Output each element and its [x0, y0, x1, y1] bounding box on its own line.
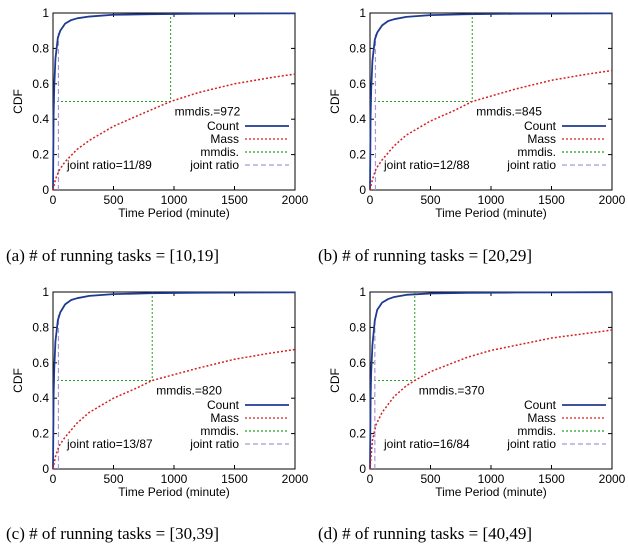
- y-tick-label: 0: [42, 183, 49, 197]
- legend-label-3: joint ratio: [189, 158, 239, 172]
- mmdis-annotation: mmdis.=845: [476, 105, 542, 119]
- x-tick-label: 1000: [478, 472, 505, 486]
- joint-ratio-annotation: joint ratio=11/89: [66, 158, 152, 172]
- x-tick-label: 1500: [221, 193, 248, 207]
- legend-label-2: mmdis.: [200, 145, 239, 159]
- y-tick-label: 0.4: [349, 391, 366, 405]
- y-axis-label: CDF: [328, 89, 342, 114]
- series-line-count: [369, 12, 613, 191]
- y-tick-label: 0: [359, 462, 366, 476]
- x-tick-label: 0: [367, 193, 374, 207]
- series-line-count: [52, 12, 296, 191]
- legend-label-1: Mass: [210, 132, 239, 146]
- mmdis-annotation: mmdis.=972: [175, 105, 241, 119]
- legend-label-0: Count: [524, 119, 557, 133]
- joint-ratio-annotation: joint ratio=12/88: [383, 158, 470, 172]
- y-tick-label: 0.6: [32, 77, 49, 91]
- y-tick-label: 0.2: [349, 148, 366, 162]
- x-tick-label: 2000: [282, 193, 309, 207]
- chart-panel-b: 0 0.2 0.4 0.6 0.8 1 0 500 1000 1500 2000 Time Perio…: [328, 6, 626, 220]
- y-axis-label: CDF: [11, 89, 25, 114]
- legend-label-1: Mass: [527, 132, 556, 146]
- y-tick-label: 0: [42, 462, 49, 476]
- y-tick-label: 1: [359, 6, 366, 20]
- chart-panel-c: 0 0.2 0.4 0.6 0.8 1 0 500 1000 1500 2000 Time Perio…: [11, 285, 309, 499]
- legend-label-2: mmdis.: [517, 424, 556, 438]
- x-axis-label: Time Period (minute): [435, 485, 547, 499]
- x-axis-label: Time Period (minute): [118, 206, 230, 220]
- y-axis-label: CDF: [11, 368, 25, 393]
- legend-label-2: mmdis.: [200, 424, 239, 438]
- y-tick-label: 0.6: [32, 356, 49, 370]
- legend-label-0: Count: [524, 398, 557, 412]
- x-tick-label: 2000: [599, 193, 626, 207]
- caption-a: (a) # of running tasks = [10,19]: [6, 246, 220, 265]
- caption-c: (c) # of running tasks = [30,39]: [6, 524, 220, 543]
- legend-label-0: Count: [207, 398, 240, 412]
- y-tick-label: 0.6: [349, 356, 366, 370]
- x-tick-label: 1000: [161, 472, 188, 486]
- chart-panel-a: 0 0.2 0.4 0.6 0.8 1 0 500 1000 1500 2000 Time Perio…: [11, 6, 309, 220]
- joint-ratio-annotation: joint ratio=16/84: [383, 437, 470, 451]
- y-tick-label: 0.8: [32, 320, 49, 334]
- mmdis-annotation: mmdis.=820: [156, 384, 222, 398]
- x-tick-label: 0: [367, 472, 374, 486]
- y-tick-label: 0.6: [349, 77, 366, 91]
- x-axis-label: Time Period (minute): [435, 206, 547, 220]
- legend-label-1: Mass: [210, 411, 239, 425]
- x-tick-label: 1500: [538, 472, 565, 486]
- joint-ratio-annotation: joint ratio=13/87: [66, 437, 153, 451]
- y-tick-label: 1: [42, 285, 49, 299]
- y-tick-label: 0.2: [349, 427, 366, 441]
- series-line-count: [369, 291, 613, 470]
- y-tick-label: 0.4: [32, 391, 49, 405]
- y-tick-label: 0: [359, 183, 366, 197]
- x-tick-label: 1000: [161, 193, 188, 207]
- x-tick-label: 500: [420, 193, 440, 207]
- chart-panel-d: 0 0.2 0.4 0.6 0.8 1 0 500 1000 1500 2000 Time Perio…: [328, 285, 626, 499]
- legend-label-3: joint ratio: [506, 158, 556, 172]
- x-tick-label: 0: [50, 193, 57, 207]
- x-tick-label: 2000: [599, 472, 626, 486]
- series-line-mass: [369, 329, 613, 470]
- y-tick-label: 0.2: [32, 148, 49, 162]
- y-tick-label: 0.4: [349, 112, 366, 126]
- x-tick-label: 500: [103, 472, 123, 486]
- legend-label-3: joint ratio: [506, 437, 556, 451]
- caption-b: (b) # of running tasks = [20,29]: [318, 246, 533, 265]
- y-axis-label: CDF: [328, 368, 342, 393]
- series-line-mass: [369, 69, 613, 191]
- x-axis-label: Time Period (minute): [118, 485, 230, 499]
- legend-label-3: joint ratio: [189, 437, 239, 451]
- series-line-mass: [52, 73, 296, 191]
- y-tick-label: 1: [42, 6, 49, 20]
- x-tick-label: 1500: [538, 193, 565, 207]
- y-tick-label: 1: [359, 285, 366, 299]
- x-tick-label: 500: [103, 193, 123, 207]
- legend-label-0: Count: [207, 119, 240, 133]
- x-tick-label: 2000: [282, 472, 309, 486]
- y-tick-label: 0.8: [32, 41, 49, 55]
- y-tick-label: 0.8: [349, 320, 366, 334]
- series-line-count: [52, 291, 296, 470]
- mmdis-annotation: mmdis.=370: [419, 384, 485, 398]
- y-tick-label: 0.4: [32, 112, 49, 126]
- y-tick-label: 0.2: [32, 427, 49, 441]
- x-tick-label: 1000: [478, 193, 505, 207]
- caption-d: (d) # of running tasks = [40,49]: [318, 524, 533, 543]
- x-tick-label: 1500: [221, 472, 248, 486]
- x-tick-label: 500: [420, 472, 440, 486]
- y-tick-label: 0.8: [349, 41, 366, 55]
- series-line-mass: [52, 348, 296, 470]
- legend-label-1: Mass: [527, 411, 556, 425]
- x-tick-label: 0: [50, 472, 57, 486]
- legend-label-2: mmdis.: [517, 145, 556, 159]
